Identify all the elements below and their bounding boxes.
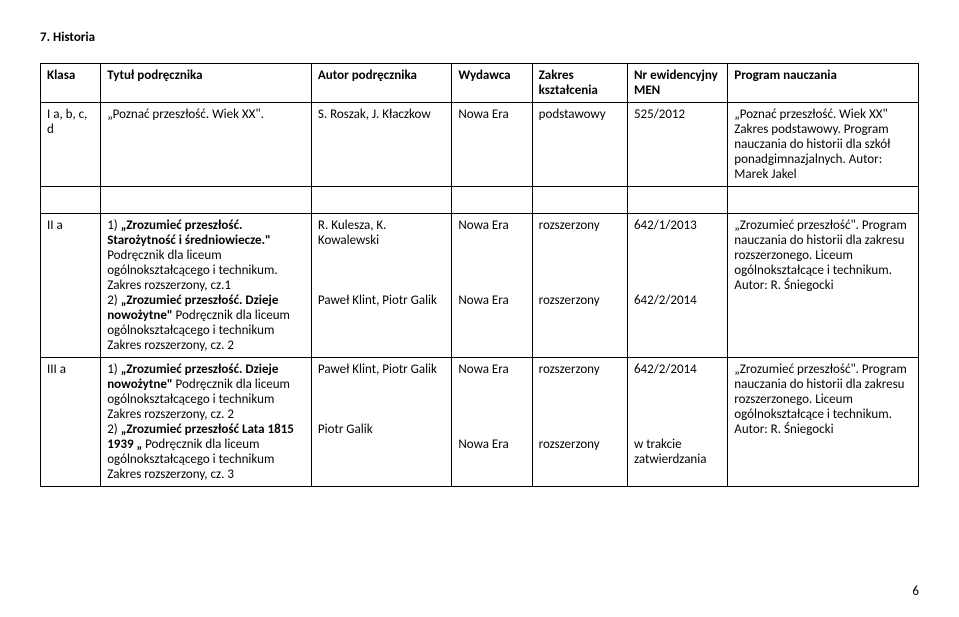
cell-nr: 525/2012 xyxy=(627,103,727,187)
nr-2: 642/2/2014 xyxy=(634,293,697,308)
cell-tytul: 1) „Zrozumieć przeszłość. Dzieje nowożyt… xyxy=(101,358,312,487)
autor-2: Paweł Klint, Piotr Galik xyxy=(318,293,437,308)
wydawca-1: Nowa Era xyxy=(458,362,508,377)
cell-klasa: III a xyxy=(41,358,101,487)
title-rest: Podręcznik dla liceum ogólnokształcącego… xyxy=(107,248,277,293)
cell-tytul: 1) „Zrozumieć przeszłość. Starożytność i… xyxy=(101,214,312,358)
cell-program: „Poznać przeszłość. Wiek XX" Zakres pods… xyxy=(728,103,919,187)
autor-1: R. Kulesza, K. Kowalewski xyxy=(318,218,387,248)
header-nr: Nr ewidencyjny MEN xyxy=(627,64,727,103)
page-number: 6 xyxy=(912,584,919,599)
table-row: III a 1) „Zrozumieć przeszłość. Dzieje n… xyxy=(41,358,919,487)
nr-2: w trakcie zatwierdzania xyxy=(634,437,707,467)
autor-2: Piotr Galik xyxy=(318,422,373,437)
cell-tytul: „Poznać przeszłość. Wiek XX". xyxy=(101,103,312,187)
nr-1: 642/2/2014 xyxy=(634,362,697,377)
header-program: Program nauczania xyxy=(728,64,919,103)
zakres-1: rozszerzony xyxy=(539,218,600,233)
cell-zakres: rozszerzony rozszerzony xyxy=(532,358,627,487)
zakres-2: rozszerzony xyxy=(539,293,600,308)
item-prefix: 2) xyxy=(107,293,120,308)
table-row: I a, b, c, d „Poznać przeszłość. Wiek XX… xyxy=(41,103,919,187)
cell-nr: 642/1/2013 642/2/2014 xyxy=(627,214,727,358)
header-wydawca: Wydawca xyxy=(452,64,532,103)
cell-wydawca: Nowa Era Nowa Era xyxy=(452,358,532,487)
cell-wydawca: Nowa Era xyxy=(452,103,532,187)
item-prefix: 2) xyxy=(107,422,120,437)
header-klasa: Klasa xyxy=(41,64,101,103)
title-bold: „Zrozumieć przeszłość. Starożytność i śr… xyxy=(107,218,271,248)
wydawca-2: Nowa Era xyxy=(458,293,508,308)
header-tytul: Tytuł podręcznika xyxy=(101,64,312,103)
item-prefix: 1) xyxy=(107,218,120,233)
header-zakres: Zakres kształcenia xyxy=(532,64,627,103)
spacer-row xyxy=(41,187,919,214)
cell-zakres: podstawowy xyxy=(532,103,627,187)
cell-wydawca: Nowa Era Nowa Era xyxy=(452,214,532,358)
header-autor: Autor podręcznika xyxy=(311,64,451,103)
cell-autor: Paweł Klint, Piotr Galik Piotr Galik xyxy=(311,358,451,487)
cell-zakres: rozszerzony rozszerzony xyxy=(532,214,627,358)
wydawca-1: Nowa Era xyxy=(458,218,508,233)
cell-klasa: I a, b, c, d xyxy=(41,103,101,187)
cell-autor: S. Roszak, J. Kłaczkow xyxy=(311,103,451,187)
textbook-table: Klasa Tytuł podręcznika Autor podręcznik… xyxy=(40,63,919,487)
cell-program: „Zrozumieć przeszłość". Program nauczani… xyxy=(728,214,919,358)
zakres-2: rozszerzony xyxy=(539,437,600,452)
section-heading: 7. Historia xyxy=(40,30,919,45)
cell-klasa: II a xyxy=(41,214,101,358)
table-row: II a 1) „Zrozumieć przeszłość. Starożytn… xyxy=(41,214,919,358)
cell-autor: R. Kulesza, K. Kowalewski Paweł Klint, P… xyxy=(311,214,451,358)
item-prefix: 1) xyxy=(107,362,120,377)
zakres-1: rozszerzony xyxy=(539,362,600,377)
wydawca-2: Nowa Era xyxy=(458,437,508,452)
autor-1: Paweł Klint, Piotr Galik xyxy=(318,362,437,377)
header-row: Klasa Tytuł podręcznika Autor podręcznik… xyxy=(41,64,919,103)
cell-program: „Zrozumieć przeszłość". Program nauczani… xyxy=(728,358,919,487)
cell-nr: 642/2/2014 w trakcie zatwierdzania xyxy=(627,358,727,487)
nr-1: 642/1/2013 xyxy=(634,218,697,233)
